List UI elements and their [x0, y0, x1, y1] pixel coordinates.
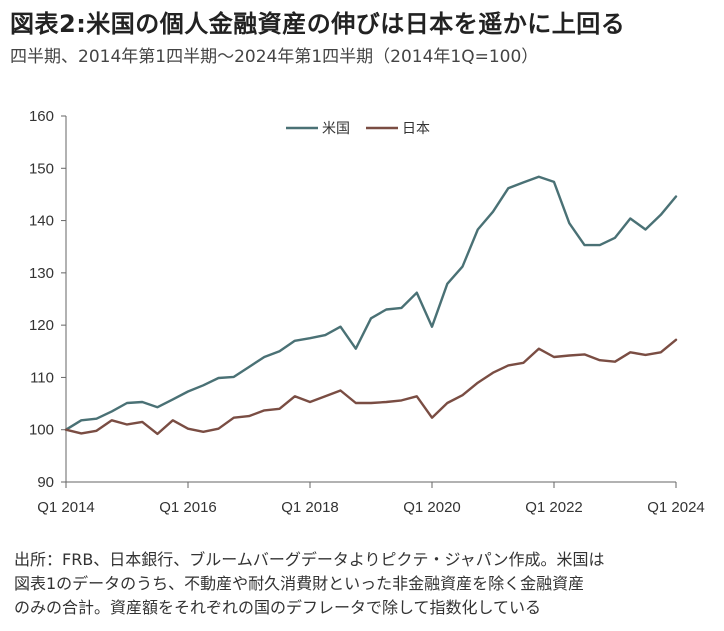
footnote-line-2: 図表1のデータのうち、不動産や耐久消費財といった非金融資産を除く金融資産	[14, 574, 585, 593]
y-tick-label-100: 100	[29, 422, 54, 439]
chart-series	[64, 175, 678, 436]
legend-label-japan: 日本	[402, 121, 430, 137]
x-tick-label-1: Q1 2016	[159, 499, 217, 516]
x-axis-ticks: Q1 2014 Q1 2016 Q1 2018 Q1 2020 Q1 2022 Q1 20…	[37, 482, 705, 516]
y-tick-label-130: 130	[29, 265, 54, 282]
series-line-japan	[64, 338, 678, 436]
series-line-us	[64, 175, 678, 431]
x-tick-label-4: Q1 2022	[525, 499, 583, 516]
y-tick-label-140: 140	[29, 213, 54, 230]
footnote: 出所：FRB、日本銀行、ブルームバーグデータよりピクテ・ジャパン作成。米国は 図…	[14, 548, 714, 620]
chart-axes	[65, 116, 676, 483]
chart-title: 図表2:米国の個人金融資産の伸びは日本を遥かに上回る	[10, 10, 626, 38]
x-tick-label-0: Q1 2014	[37, 499, 95, 516]
x-tick-label-2: Q1 2018	[281, 499, 339, 516]
x-tick-label-3: Q1 2020	[403, 499, 461, 516]
y-tick-label-90: 90	[37, 474, 54, 491]
footnote-line-1: 出所：FRB、日本銀行、ブルームバーグデータよりピクテ・ジャパン作成。米国は	[14, 550, 605, 569]
y-tick-label-150: 150	[29, 160, 54, 177]
footnote-line-3: のみの合計。資産額をそれぞれの国のデフレータで除して指数化している	[14, 598, 542, 617]
y-tick-label-110: 110	[30, 369, 54, 386]
chart-subtitle: 四半期、2014年第1四半期～2024年第1四半期（2014年1Q=100）	[10, 47, 539, 67]
y-tick-label-160: 160	[29, 108, 54, 125]
legend-label-us: 米国	[322, 121, 350, 137]
chart-legend: 米国 日本	[286, 121, 430, 137]
y-tick-label-120: 120	[29, 317, 54, 334]
y-axis-ticks: 90 100 110 120 130 140 150 160	[29, 108, 66, 491]
x-tick-label-5: Q1 2024	[647, 499, 705, 516]
